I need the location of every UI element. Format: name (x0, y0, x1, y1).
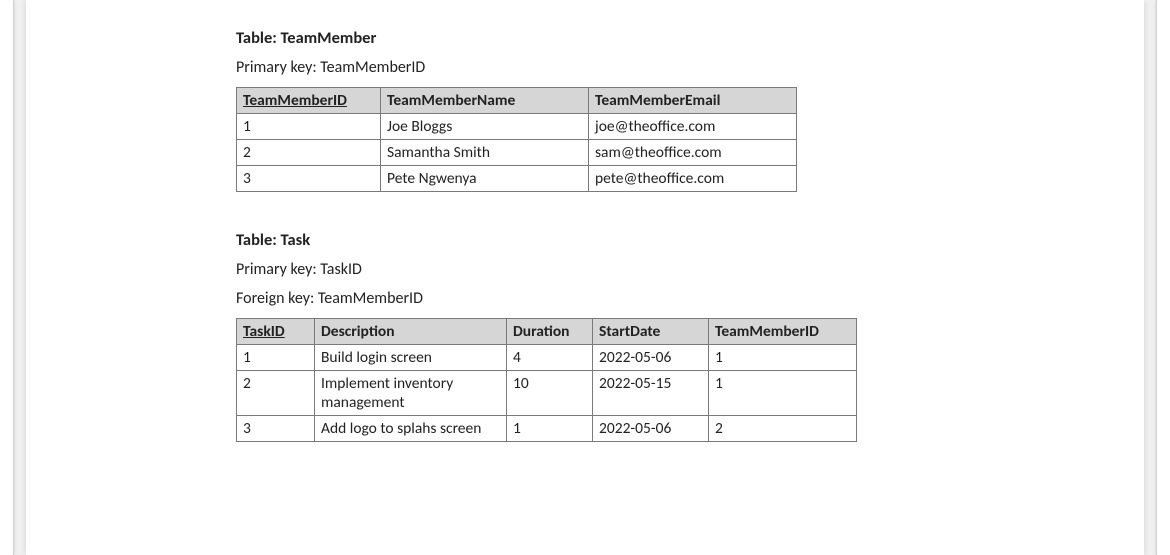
col-header: TeamMemberEmail (589, 88, 797, 114)
section-team-member: Table: TeamMember Primary key: TeamMembe… (236, 28, 934, 192)
cell: 2022-05-06 (593, 345, 709, 371)
cell: sam@theoffice.com (589, 140, 797, 166)
task-primary-key: Primary key: TaskID (236, 260, 934, 279)
cell: 4 (507, 345, 593, 371)
cell: 1 (709, 371, 857, 416)
cell: joe@theoffice.com (589, 114, 797, 140)
col-header: TeamMemberID (709, 319, 857, 345)
table-row: 1 Joe Bloggs joe@theoffice.com (237, 114, 797, 140)
cell: 2022-05-06 (593, 416, 709, 442)
cell: 10 (507, 371, 593, 416)
cell: Add logo to splahs screen (315, 416, 507, 442)
table-row: 2 Samantha Smith sam@theoffice.com (237, 140, 797, 166)
cell: 2 (709, 416, 857, 442)
next-page-sliver (1156, 0, 1170, 555)
task-table: TaskID Description Duration StartDate Te… (236, 318, 857, 442)
cell: 2022-05-15 (593, 371, 709, 416)
table-row: 3 Pete Ngwenya pete@theoffice.com (237, 166, 797, 192)
team-member-primary-key: Primary key: TeamMemberID (236, 58, 934, 77)
cell: 2 (237, 140, 381, 166)
cell: Implement inventory management (315, 371, 507, 416)
col-header: TeamMemberName (381, 88, 589, 114)
cell: 1 (507, 416, 593, 442)
task-foreign-key: Foreign key: TeamMemberID (236, 289, 934, 308)
task-title: Table: Task (236, 230, 934, 250)
cell: 3 (237, 416, 315, 442)
col-header: StartDate (593, 319, 709, 345)
document-page: Table: TeamMember Primary key: TeamMembe… (26, 0, 1144, 555)
col-header: TaskID (237, 319, 315, 345)
cell: Samantha Smith (381, 140, 589, 166)
cell: 1 (237, 345, 315, 371)
section-task: Table: Task Primary key: TaskID Foreign … (236, 230, 934, 442)
cell: 2 (237, 371, 315, 416)
col-header: Description (315, 319, 507, 345)
col-header: Duration (507, 319, 593, 345)
cell: Pete Ngwenya (381, 166, 589, 192)
table-row: 2 Implement inventory management 10 2022… (237, 371, 857, 416)
table-header-row: TeamMemberID TeamMemberName TeamMemberEm… (237, 88, 797, 114)
cell: Joe Bloggs (381, 114, 589, 140)
table-row: 3 Add logo to splahs screen 1 2022-05-06… (237, 416, 857, 442)
cell: 1 (237, 114, 381, 140)
cell: 3 (237, 166, 381, 192)
col-header: TeamMemberID (237, 88, 381, 114)
prev-page-sliver (0, 0, 14, 555)
table-row: 1 Build login screen 4 2022-05-06 1 (237, 345, 857, 371)
table-header-row: TaskID Description Duration StartDate Te… (237, 319, 857, 345)
team-member-table: TeamMemberID TeamMemberName TeamMemberEm… (236, 87, 797, 192)
cell: Build login screen (315, 345, 507, 371)
cell: pete@theoffice.com (589, 166, 797, 192)
cell: 1 (709, 345, 857, 371)
team-member-title: Table: TeamMember (236, 28, 934, 48)
